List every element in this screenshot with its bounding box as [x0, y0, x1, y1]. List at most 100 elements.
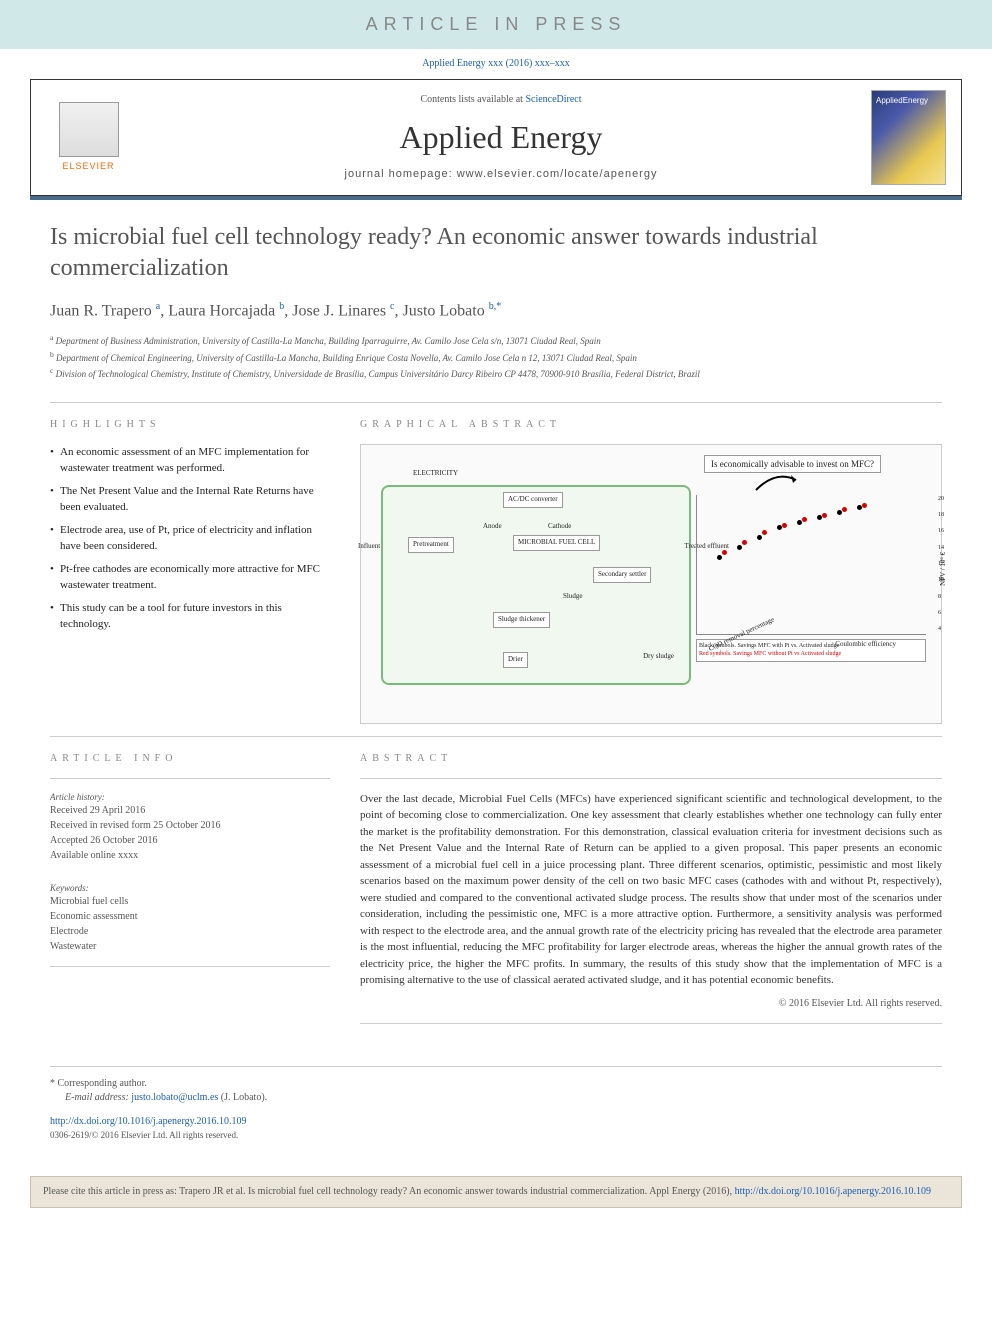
abstract-column: ABSTRACT Over the last decade, Microbial… — [360, 752, 942, 1036]
article-info-column: ARTICLE INFO Article history: Received 2… — [50, 752, 330, 1036]
author-name: Laura Horcajada — [168, 302, 275, 319]
footer-divider — [50, 1066, 942, 1067]
ga-x2-label: Coulombic efficiency — [835, 640, 896, 650]
affiliation: c Division of Technological Chemistry, I… — [50, 365, 942, 382]
history-item: Accepted 26 October 2016 — [50, 833, 330, 848]
history-item: Received in revised form 25 October 2016 — [50, 818, 330, 833]
divider — [50, 736, 942, 737]
ga-label-sludge: Sludge — [563, 592, 582, 602]
highlight-item: Electrode area, use of Pt, price of elec… — [50, 522, 330, 555]
ga-label-cathode: Cathode — [548, 522, 571, 532]
cite-text: Please cite this article in press as: Tr… — [43, 1186, 735, 1197]
journal-cover: AppliedEnergy — [871, 90, 946, 185]
divider — [50, 966, 330, 967]
ga-legend-red: Red symbols. Savings MFC without Pt vs A… — [699, 650, 923, 658]
citation-line: Applied Energy xxx (2016) xxx–xxx — [0, 49, 992, 79]
graphical-abstract-heading: GRAPHICAL ABSTRACT — [360, 418, 942, 432]
author-name: Justo Lobato — [403, 302, 485, 319]
ga-box-converter: AC/DC converter — [503, 492, 563, 508]
keyword-item: Wastewater — [50, 939, 330, 954]
curved-arrow-icon — [751, 465, 801, 495]
y-tick: 16 — [938, 527, 944, 535]
abstract-text: Over the last decade, Microbial Fuel Cel… — [360, 791, 942, 989]
divider — [50, 778, 330, 779]
ga-label-anode: Anode — [483, 522, 502, 532]
ga-label-influent: Influent — [358, 542, 380, 552]
affiliations: a Department of Business Administration,… — [50, 332, 942, 382]
header-center: Contents lists available at ScienceDirec… — [131, 93, 871, 183]
ga-box-mfc: MICROBIAL FUEL CELL — [513, 535, 600, 551]
article-info-heading: ARTICLE INFO — [50, 752, 330, 766]
cite-doi-link[interactable]: http://dx.doi.org/10.1016/j.apenergy.201… — [735, 1186, 931, 1197]
info-abstract-row: ARTICLE INFO Article history: Received 2… — [50, 752, 942, 1036]
chart-point-red — [822, 513, 827, 518]
banner-text: ARTICLE IN PRESS — [366, 14, 627, 34]
y-tick: 8 — [938, 593, 944, 601]
sciencedirect-link[interactable]: ScienceDirect — [525, 94, 581, 105]
cover-text: AppliedEnergy — [876, 95, 928, 106]
ga-3d-chart: NPV / 10⁶ € 201816141210864 COD removal … — [696, 495, 926, 675]
chart-point-black — [737, 545, 742, 550]
author-aff-ref: a — [156, 301, 160, 312]
chart-point-red — [742, 540, 747, 545]
accent-bar — [30, 196, 962, 200]
chart-point-black — [717, 555, 722, 560]
highlight-item: An economic assessment of an MFC impleme… — [50, 444, 330, 477]
highlight-item: Pt-free cathodes are economically more a… — [50, 561, 330, 594]
author-aff-ref: b — [279, 301, 284, 312]
keyword-item: Microbial fuel cells — [50, 894, 330, 909]
chart-point-red — [782, 523, 787, 528]
highlights-heading: HIGHLIGHTS — [50, 418, 330, 432]
highlights-list: An economic assessment of an MFC impleme… — [50, 444, 330, 633]
affiliation: a Department of Business Administration,… — [50, 332, 942, 349]
y-tick: 20 — [938, 495, 944, 503]
chart-point-red — [762, 530, 767, 535]
y-tick: 18 — [938, 511, 944, 519]
chart-point-red — [722, 550, 727, 555]
ga-box-secondary: Secondary settler — [593, 567, 651, 583]
email-link[interactable]: justo.lobato@uclm.es — [131, 1092, 218, 1103]
article-content: Is microbial fuel cell technology ready?… — [0, 202, 992, 1161]
elsevier-logo: ELSEVIER — [46, 95, 131, 180]
ga-label-electricity: ELECTRICITY — [413, 469, 458, 479]
keywords-label: Keywords: — [50, 882, 330, 895]
keyword-item: Electrode — [50, 924, 330, 939]
chart-point-red — [862, 503, 867, 508]
graphical-abstract-figure: Is economically advisable to invest on M… — [360, 444, 942, 724]
doi-link[interactable]: http://dx.doi.org/10.1016/j.apenergy.201… — [50, 1116, 246, 1127]
ga-flowchart: ELECTRICITY AC/DC converter Anode Cathod… — [381, 485, 691, 685]
ga-chart-area: NPV / 10⁶ € 201816141210864 — [696, 495, 926, 635]
y-tick: 4 — [938, 625, 944, 633]
homepage-url[interactable]: www.elsevier.com/locate/apenergy — [457, 168, 658, 180]
ga-box-thickener: Sludge thickener — [493, 612, 550, 628]
article-title: Is microbial fuel cell technology ready?… — [50, 222, 942, 284]
ga-y-ticks: 201816141210864 — [938, 495, 944, 634]
authors-list: Juan R. Trapero a, Laura Horcajada b, Jo… — [50, 300, 942, 323]
highlights-graphical-row: HIGHLIGHTS An economic assessment of an … — [50, 418, 942, 724]
author-aff-ref: c — [390, 301, 394, 312]
email-label: E-mail address: — [65, 1092, 131, 1103]
chart-point-red — [802, 517, 807, 522]
y-tick: 6 — [938, 609, 944, 617]
corresponding-author: * Corresponding author. E-mail address: … — [50, 1077, 942, 1105]
journal-header: ELSEVIER Contents lists available at Sci… — [30, 79, 962, 196]
chart-point-red — [842, 507, 847, 512]
citation-link[interactable]: Applied Energy xxx (2016) xxx–xxx — [422, 58, 570, 69]
divider — [360, 778, 942, 779]
contents-line: Contents lists available at ScienceDirec… — [131, 93, 871, 107]
journal-name: Applied Energy — [131, 115, 871, 160]
author-name: Jose J. Linares — [292, 302, 386, 319]
highlight-item: This study can be a tool for future inve… — [50, 600, 330, 633]
history-item: Available online xxxx — [50, 848, 330, 863]
history-list: Received 29 April 2016Received in revise… — [50, 803, 330, 863]
issn-line: 0306-2619/© 2016 Elsevier Ltd. All right… — [50, 1129, 942, 1142]
citation-box: Please cite this article in press as: Tr… — [30, 1176, 962, 1208]
y-tick: 14 — [938, 544, 944, 552]
history-label: Article history: — [50, 791, 330, 804]
divider — [50, 402, 942, 403]
highlights-column: HIGHLIGHTS An economic assessment of an … — [50, 418, 330, 724]
contents-label: Contents lists available at — [420, 94, 525, 105]
elsevier-name: ELSEVIER — [62, 160, 114, 173]
ga-label-dry-sludge: Dry sludge — [643, 652, 674, 662]
doi-section: http://dx.doi.org/10.1016/j.apenergy.201… — [50, 1115, 942, 1129]
